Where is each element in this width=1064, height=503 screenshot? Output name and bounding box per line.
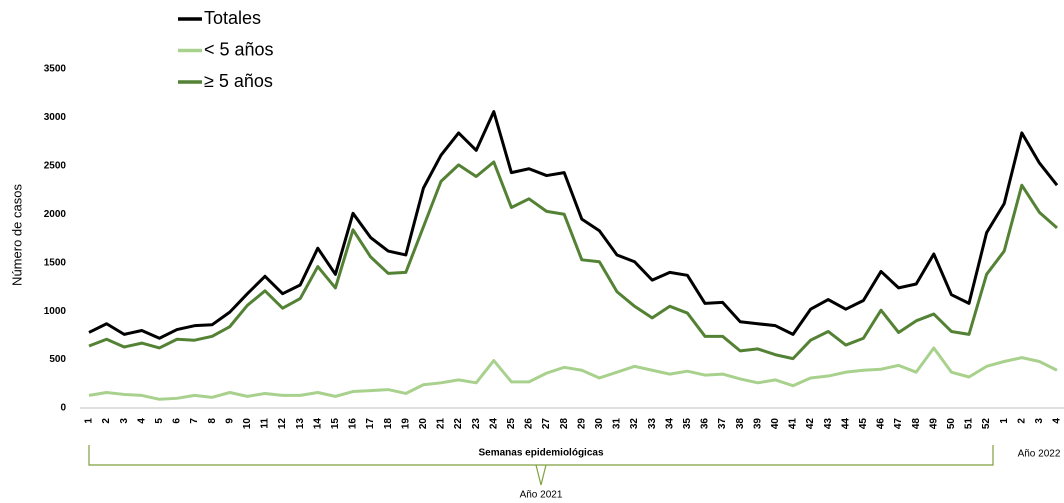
x-tick-label: 31 — [612, 418, 623, 430]
x-tick-label: 3 — [1034, 418, 1045, 424]
x-tick-label: 45 — [858, 418, 869, 430]
y-tick-label: 0 — [60, 403, 66, 414]
x-tick-label: 52 — [981, 418, 992, 430]
legend-label: Totales — [204, 8, 261, 28]
x-tick-label: 36 — [700, 418, 711, 430]
x-tick-label: 34 — [664, 418, 675, 430]
x-tick-label: 8 — [207, 418, 218, 424]
x-tick-label: 46 — [876, 418, 887, 430]
x-tick-label: 3 — [119, 418, 130, 424]
y-axis-label: Número de casos — [9, 184, 24, 286]
x-tick-label: 39 — [752, 418, 763, 430]
x-tick-label: 21 — [436, 418, 447, 430]
x-tick-label: 4 — [136, 418, 147, 424]
x-tick-label: 37 — [717, 418, 728, 430]
year-label: Año 2021 — [520, 490, 563, 501]
x-tick-label: 1 — [84, 418, 95, 424]
x-tick-label: 23 — [471, 418, 482, 430]
x-tick-label: 14 — [312, 418, 323, 430]
legend-label: < 5 años — [204, 39, 274, 59]
x-tick-label: 17 — [365, 418, 376, 430]
x-tick-label: 16 — [348, 418, 359, 430]
x-tick-label: 41 — [788, 418, 799, 430]
x-tick-label: 42 — [805, 418, 816, 430]
x-tick-label: 13 — [295, 418, 306, 430]
x-tick-label: 19 — [400, 418, 411, 430]
x-tick-label: 27 — [541, 418, 552, 430]
x-tick-label: 5 — [154, 418, 165, 424]
x-tick-label: 2 — [1016, 418, 1027, 424]
line — [88, 346, 1058, 401]
x-tick-label: 50 — [946, 418, 957, 430]
x-tick-label: 6 — [172, 418, 183, 424]
y-tick-label: 1000 — [44, 306, 67, 317]
x-tick-label: 24 — [488, 418, 499, 430]
legend-label: ≥ 5 años — [204, 71, 273, 91]
x-tick-label: 44 — [840, 418, 851, 430]
y-tick-label: 1500 — [44, 257, 67, 268]
y-tick-label: 500 — [49, 354, 66, 365]
x-tick-label: 43 — [823, 418, 834, 430]
y-tick-label: 3000 — [44, 112, 67, 123]
y-tick-label: 2000 — [44, 209, 67, 220]
x-tick-label: 10 — [242, 418, 253, 430]
x-tick-label: 9 — [224, 418, 235, 424]
x-tick-label: 22 — [453, 418, 464, 430]
x-tick-label: 4 — [1052, 418, 1063, 424]
x-tick-label: 40 — [770, 418, 781, 430]
bracket — [88, 445, 994, 466]
x-tick-label: 20 — [418, 418, 429, 430]
x-tick-label: 32 — [629, 418, 640, 430]
x-tick-label: 35 — [682, 418, 693, 430]
x-tick-label: 33 — [647, 418, 658, 430]
bracket-point — [535, 464, 547, 486]
x-tick-label: 18 — [383, 418, 394, 430]
y-tick-label: 2500 — [44, 160, 67, 171]
line — [88, 110, 1059, 340]
x-tick-label: 51 — [964, 418, 975, 430]
x-tick-label: 1 — [999, 418, 1010, 424]
year-label: Año 2022 — [1018, 449, 1061, 460]
x-tick-label: 25 — [506, 418, 517, 430]
x-tick-label: 29 — [576, 418, 587, 430]
x-tick-label: 47 — [893, 418, 904, 430]
y-tick-label: 3500 — [44, 64, 67, 75]
x-tick-label: 11 — [260, 418, 271, 429]
x-tick-label: 38 — [735, 418, 746, 430]
x-tick-label: 30 — [594, 418, 605, 430]
x-tick-label: 15 — [330, 418, 341, 430]
x-tick-label: 26 — [524, 418, 535, 430]
x-tick-label: 48 — [911, 418, 922, 430]
x-tick-label: 49 — [928, 418, 939, 430]
x-tick-label: 28 — [559, 418, 570, 430]
x-tick-label: 2 — [101, 418, 112, 424]
line — [88, 160, 1058, 361]
x-tick-label: 7 — [189, 418, 200, 424]
x-tick-label: 12 — [277, 418, 288, 430]
x-axis-label: Semanas epidemiológicas — [478, 448, 603, 459]
